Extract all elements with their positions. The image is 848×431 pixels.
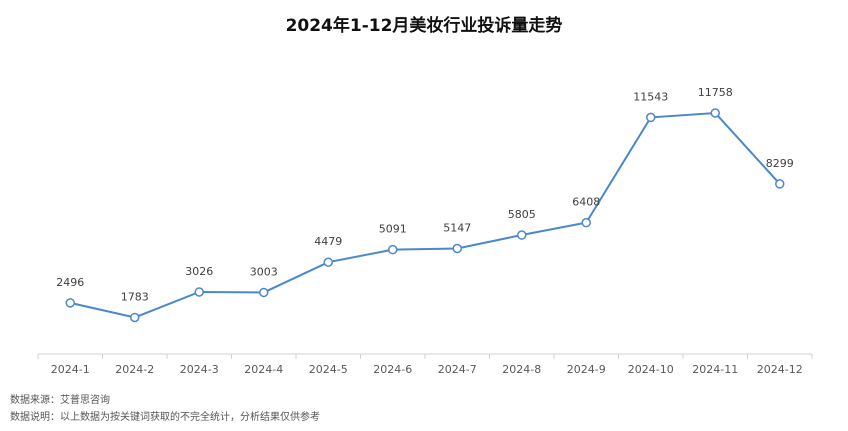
x-tick-label: 2024-6: [373, 363, 412, 376]
data-label: 11758: [698, 86, 733, 99]
x-tick-label: 2024-7: [438, 363, 477, 376]
x-tick-label: 2024-3: [180, 363, 219, 376]
marker: [65, 298, 75, 308]
data-label: 8299: [766, 157, 794, 170]
x-tick-label: 2024-2: [115, 363, 154, 376]
marker: [775, 179, 785, 189]
x-tick-label: 2024-4: [244, 363, 283, 376]
note: 数据说明：以上数据为按关键词获取的不完全统计，分析结果仅供参考: [10, 410, 320, 423]
data-label: 4479: [314, 235, 342, 248]
chart-title: 2024年1-12月美妆行业投诉量走势: [286, 15, 563, 36]
source: 数据来源：艾普思咨询: [10, 393, 110, 406]
data-label: 3003: [250, 265, 278, 278]
data-label: 6408: [572, 196, 600, 209]
marker: [452, 243, 462, 254]
marker: [323, 257, 333, 267]
marker: [646, 112, 656, 123]
x-tick-label: 2024-12: [757, 363, 803, 376]
x-tick-label: 2024-10: [628, 363, 674, 376]
x-tick-label: 2024-5: [309, 363, 348, 376]
marker: [710, 108, 720, 118]
marker: [517, 230, 527, 240]
x-tick-label: 2024-1: [51, 363, 90, 376]
data-label: 5091: [379, 223, 407, 236]
marker: [581, 217, 591, 228]
marker: [130, 312, 140, 323]
x-tick-label: 2024-8: [502, 363, 541, 376]
data-label: 3026: [185, 265, 213, 278]
marker: [388, 244, 398, 255]
data-label: 2496: [56, 276, 84, 289]
data-label: 1783: [121, 290, 149, 303]
data-label: 5805: [508, 208, 536, 221]
marker: [259, 287, 269, 298]
marker: [194, 287, 204, 297]
x-tick-label: 2024-11: [692, 363, 738, 376]
line: [70, 111, 781, 319]
data-label: 5147: [443, 222, 471, 235]
x-tick-label: 2024-9: [567, 363, 606, 376]
data-label: 11543: [633, 90, 668, 103]
